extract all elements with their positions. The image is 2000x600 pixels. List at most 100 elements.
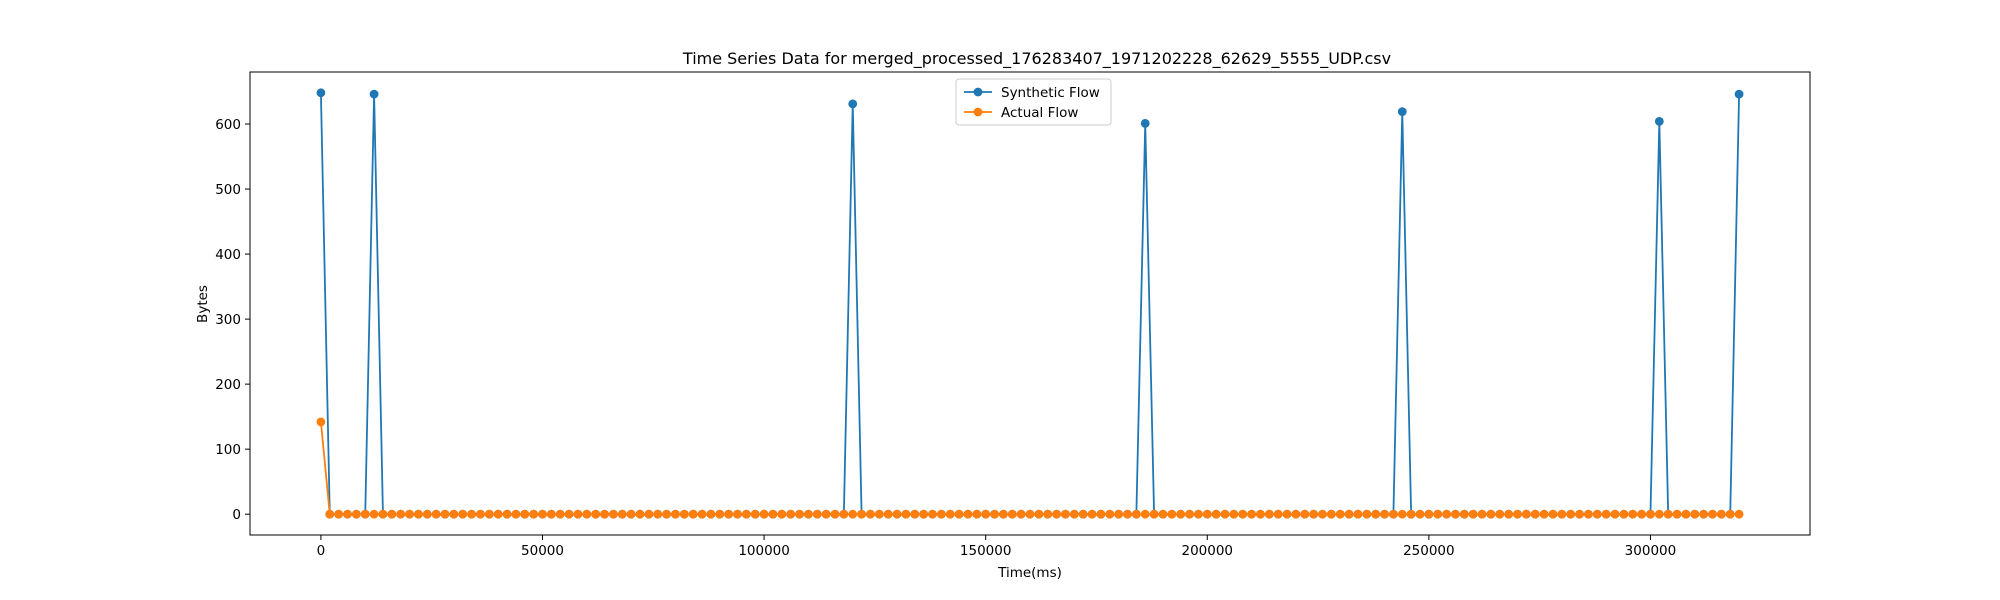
data-point — [1034, 509, 1044, 519]
x-tick-label: 150000 — [960, 543, 1012, 559]
data-point — [1131, 509, 1141, 519]
legend-marker — [973, 107, 983, 117]
data-point — [1140, 509, 1150, 519]
data-point — [369, 509, 379, 519]
data-point — [1592, 509, 1602, 519]
x-tick-label: 300000 — [1625, 543, 1677, 559]
data-point — [804, 509, 813, 519]
data-point — [1681, 509, 1691, 519]
data-point — [945, 509, 955, 519]
data-point — [405, 509, 414, 519]
data-point — [1176, 509, 1186, 519]
data-point — [1114, 509, 1124, 519]
series-actual-flow — [316, 417, 1744, 519]
data-point — [1539, 509, 1549, 519]
plot-frame — [249, 71, 1811, 536]
legend-label: Synthetic Flow — [1001, 85, 1100, 101]
x-tick-label: 50000 — [521, 543, 564, 559]
data-point — [1699, 509, 1709, 519]
data-point — [431, 509, 441, 519]
data-point — [334, 509, 344, 519]
data-point — [768, 509, 778, 519]
data-point — [901, 509, 911, 519]
data-point — [1158, 509, 1168, 519]
data-point — [1433, 509, 1443, 519]
data-point — [1344, 509, 1354, 519]
data-point — [484, 509, 494, 519]
data-point — [1654, 509, 1664, 519]
data-point — [1548, 509, 1558, 519]
x-axis: 0 50000 100000 150000 200000 250000 300000 — [317, 535, 1677, 559]
data-point — [1087, 509, 1097, 519]
data-point — [476, 509, 485, 519]
data-point — [795, 509, 804, 519]
data-point — [857, 509, 866, 519]
data-point — [821, 509, 831, 519]
data-point — [343, 509, 352, 519]
data-point — [1468, 509, 1478, 519]
data-point — [812, 509, 822, 519]
data-point — [1149, 509, 1159, 519]
data-point — [1734, 509, 1744, 519]
data-point — [1238, 509, 1248, 519]
x-tick-label: 0 — [317, 543, 326, 559]
data-point — [325, 509, 335, 519]
x-tick-label: 250000 — [1403, 543, 1455, 559]
series-synthetic-flow — [316, 88, 1744, 519]
series-line — [320, 92, 1740, 516]
data-point — [511, 509, 521, 519]
data-point — [1185, 509, 1194, 519]
data-point — [414, 509, 423, 519]
data-point — [1734, 89, 1744, 99]
data-point — [564, 509, 574, 519]
data-point — [777, 509, 787, 519]
data-point — [1309, 509, 1319, 519]
data-point — [830, 509, 840, 519]
data-point — [387, 509, 397, 519]
legend-entry: Actual Flow — [964, 105, 1078, 121]
y-axis: 0 100 200 300 400 500 600 — [215, 117, 250, 523]
data-point — [848, 509, 858, 519]
data-point — [1078, 509, 1088, 519]
data-point — [1557, 509, 1567, 519]
data-point — [422, 509, 432, 519]
data-point — [1424, 509, 1434, 519]
chart-title: Time Series Data for merged_processed_17… — [682, 49, 1391, 69]
data-point — [1096, 509, 1106, 519]
data-point — [1708, 509, 1717, 519]
y-axis-label: Bytes — [195, 285, 211, 323]
data-point — [1415, 509, 1425, 519]
data-point — [724, 509, 734, 519]
data-point — [715, 509, 725, 519]
data-point — [378, 509, 388, 519]
data-point — [1211, 509, 1221, 519]
data-point — [1264, 509, 1274, 519]
data-point — [1610, 509, 1620, 519]
data-point — [520, 509, 530, 519]
data-point — [928, 509, 937, 519]
data-point — [1584, 509, 1593, 519]
data-point — [1123, 509, 1132, 519]
data-point — [1291, 509, 1301, 519]
data-point — [1052, 509, 1061, 519]
data-point — [750, 509, 760, 519]
data-point — [919, 509, 929, 519]
data-point — [839, 509, 849, 519]
data-point — [1229, 509, 1239, 519]
data-point — [1451, 509, 1460, 519]
data-point — [600, 509, 609, 519]
data-point — [449, 509, 459, 519]
data-point — [954, 509, 964, 519]
y-tick-label: 0 — [232, 507, 241, 523]
data-point — [1637, 509, 1646, 519]
data-point — [458, 509, 468, 519]
data-point — [866, 509, 875, 519]
data-point — [1619, 509, 1629, 519]
data-point — [1069, 509, 1079, 519]
data-point — [546, 509, 556, 519]
data-point — [1628, 509, 1638, 519]
data-point — [1220, 509, 1230, 519]
y-tick-label: 600 — [215, 117, 241, 133]
data-point — [1486, 509, 1496, 519]
data-point — [1725, 509, 1735, 519]
